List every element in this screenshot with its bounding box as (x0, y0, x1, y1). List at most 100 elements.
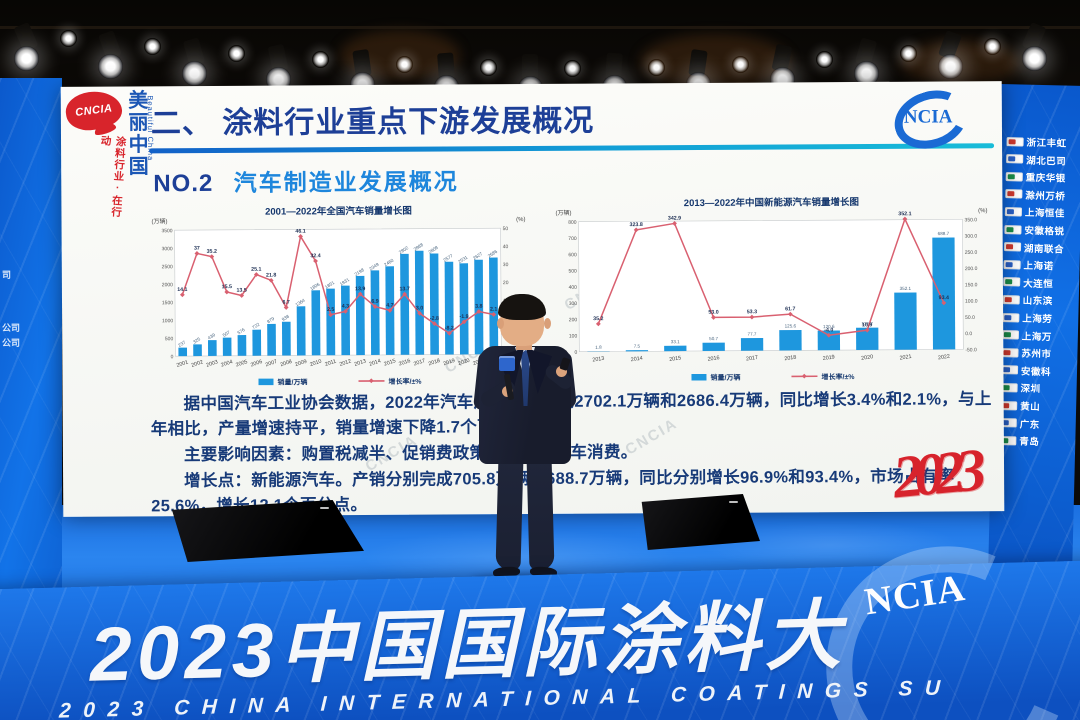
svg-text:50.0: 50.0 (965, 315, 975, 321)
sponsor-name: 广东 (1019, 419, 1040, 431)
sponsor-name: 湖北巴司 (1026, 155, 1067, 168)
sponsor-name: 湖南联合 (1023, 243, 1065, 256)
svg-text:200: 200 (569, 317, 578, 323)
svg-text:50: 50 (503, 226, 509, 232)
sponsor-logo-chip (1006, 154, 1024, 164)
sponsor-name: 大连恒 (1023, 278, 1054, 291)
svg-text:-1.9: -1.9 (459, 314, 468, 320)
svg-text:2017: 2017 (413, 358, 426, 367)
speaker-leg (526, 455, 555, 571)
sponsor-item: 上海万 (1001, 328, 1052, 343)
svg-text:37: 37 (194, 246, 200, 252)
svg-text:2005: 2005 (235, 359, 248, 368)
svg-text:2577: 2577 (442, 253, 454, 263)
sponsor-item: 苏州市 (1001, 345, 1052, 361)
speaker-person (440, 290, 610, 590)
sponsor-name: 浙江丰虹 (1026, 137, 1067, 150)
svg-text:2686: 2686 (487, 249, 499, 259)
svg-text:35.2: 35.2 (593, 316, 603, 322)
speaker-hair (498, 294, 546, 320)
svg-text:400: 400 (569, 285, 578, 291)
svg-text:(万辆): (万辆) (555, 209, 571, 217)
cncia-beautiful-china-logo: CNCIA 美丽中国 Beautiful China 涂料行业·在行动 (63, 88, 159, 222)
cutoff-company-text: 公司 (2, 323, 21, 333)
svg-text:53.0: 53.0 (708, 310, 718, 316)
sponsor-item: 安徽格锐 (1004, 222, 1065, 238)
svg-text:2014: 2014 (368, 358, 381, 367)
svg-text:-2.8: -2.8 (430, 316, 439, 322)
svg-text:15.5: 15.5 (222, 284, 232, 290)
svg-text:2012: 2012 (339, 358, 352, 367)
sponsor-name: 青岛 (1019, 436, 1040, 449)
svg-text:2018: 2018 (428, 358, 441, 367)
stage-light (648, 58, 665, 76)
svg-text:2020: 2020 (861, 354, 874, 362)
monitor-logo (729, 500, 739, 503)
sponsor-name: 苏州市 (1021, 348, 1052, 361)
sponsor-name: 上海恒佳 (1024, 207, 1066, 220)
svg-text:100: 100 (569, 333, 578, 339)
stage-light (312, 51, 329, 69)
svg-text:40: 40 (503, 244, 509, 250)
sponsor-item: 青岛 (999, 433, 1039, 448)
sponsor-name: 上海万 (1021, 331, 1052, 343)
svg-text:33.1: 33.1 (671, 339, 680, 344)
monitor-logo (319, 507, 329, 510)
stage-light (60, 30, 77, 47)
sponsor-item: 湖南联合 (1003, 240, 1065, 256)
svg-text:1364: 1364 (295, 297, 307, 307)
svg-text:2008: 2008 (280, 359, 293, 368)
nev-sales-chart: 2013—2022年中国新能源汽车销量增长图 (万辆) (%) 0 100 200 300 4… (551, 193, 992, 386)
svg-text:1851: 1851 (324, 280, 336, 290)
ceiling-warm-glow (640, 34, 790, 89)
svg-text:352.1: 352.1 (900, 286, 912, 291)
auto-sales-chart: 2001—2022年全国汽车销量增长图 (万辆) (%) 0 500 1000 1500 20… (147, 202, 530, 390)
svg-text:2349: 2349 (368, 262, 380, 272)
svg-text:0: 0 (575, 350, 578, 356)
stage-light (816, 51, 833, 69)
svg-text:507: 507 (222, 329, 232, 338)
speaker-ear (544, 318, 551, 329)
svg-text:销量/万辆: 销量/万辆 (276, 377, 307, 386)
sponsor-name: 上海劳 (1022, 313, 1053, 326)
section-title: 汽车制造业发展概况 (233, 168, 459, 196)
sponsor-item: 上海劳 (1002, 310, 1052, 325)
svg-text:3000: 3000 (162, 246, 173, 252)
svg-text:120.6: 120.6 (823, 324, 835, 329)
svg-text:800: 800 (568, 220, 577, 226)
svg-text:439: 439 (207, 332, 217, 341)
cutoff-company-text: 公司 (2, 338, 21, 348)
svg-text:77.7: 77.7 (748, 332, 757, 337)
svg-text:2015: 2015 (669, 355, 682, 363)
panel-streaks (0, 78, 62, 603)
sponsor-logo-chip (1003, 277, 1021, 287)
svg-text:0: 0 (171, 354, 174, 360)
svg-text:3500: 3500 (161, 228, 172, 234)
svg-text:30: 30 (503, 262, 509, 268)
sponsor-item: 大连恒 (1003, 275, 1053, 290)
svg-text:2019: 2019 (822, 354, 835, 362)
svg-text:25.1: 25.1 (251, 267, 261, 273)
svg-text:2016: 2016 (707, 355, 720, 363)
svg-text:2013: 2013 (592, 356, 605, 364)
svg-text:2000: 2000 (162, 282, 173, 288)
svg-text:-8.2: -8.2 (445, 325, 454, 331)
cncia-c-logo: NCIA (886, 81, 975, 158)
speaker-tie (521, 350, 530, 406)
section-heading: NO.2 汽车制造业发展概况 (153, 162, 459, 198)
stage-light (984, 37, 1001, 55)
speaker-ear (497, 318, 504, 329)
sponsor-name: 山东滨 (1022, 295, 1053, 308)
stage-light (144, 37, 161, 55)
svg-text:325: 325 (192, 336, 202, 345)
coatings-slogan: 涂料行业·在行动 (99, 134, 127, 219)
svg-text:323.8: 323.8 (629, 222, 642, 228)
sponsor-logo-chip (1005, 189, 1023, 199)
sponsor-item: 广东 (999, 416, 1040, 431)
svg-text:7.5: 7.5 (634, 344, 641, 349)
sponsor-name: 安徽科 (1020, 366, 1052, 379)
svg-text:136.7: 136.7 (861, 321, 873, 326)
stage-light (228, 45, 245, 62)
svg-text:0.0: 0.0 (965, 331, 972, 337)
sponsor-item: 上海诺 (1003, 257, 1054, 272)
